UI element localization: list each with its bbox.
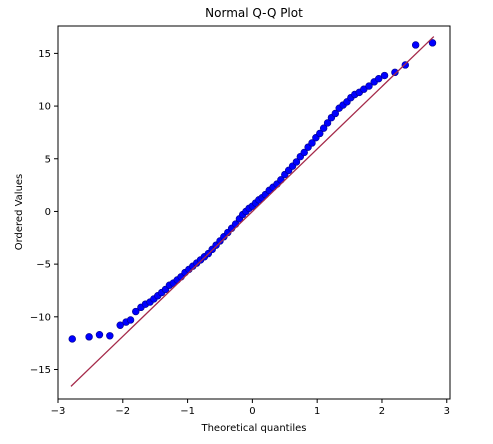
data-point	[308, 139, 316, 147]
data-point	[68, 335, 76, 343]
data-point	[428, 39, 437, 47]
x-tick-label: −2	[115, 406, 130, 417]
data-point	[126, 316, 135, 324]
data-point	[316, 129, 324, 138]
data-point	[292, 158, 301, 166]
x-tick-label: 1	[314, 406, 320, 417]
y-tick-label: −15	[30, 365, 51, 376]
data-point	[323, 119, 332, 127]
y-tick-label: 15	[38, 49, 51, 60]
data-point	[375, 74, 383, 83]
data-point	[132, 307, 140, 316]
data-point	[95, 331, 104, 339]
data-point	[365, 82, 373, 90]
x-tick-label: −1	[180, 406, 195, 417]
data-point	[411, 41, 420, 49]
data-point	[106, 332, 114, 340]
x-axis-label: Theoretical quantiles	[200, 423, 306, 434]
x-tick-label: 0	[249, 406, 255, 417]
y-tick-label: 0	[45, 207, 51, 218]
chart-title: Normal Q-Q Plot	[205, 6, 303, 20]
data-point	[331, 109, 340, 118]
data-point	[116, 321, 124, 329]
y-axis-label: Ordered Values	[14, 174, 25, 251]
plot-area-frame	[57, 25, 451, 400]
data-point	[391, 68, 399, 77]
x-tick-label: 2	[379, 406, 385, 417]
data-point	[319, 124, 328, 132]
data-point	[300, 148, 308, 157]
data-point	[85, 333, 93, 341]
y-axis: −15 −10 −5 0 5 10 15	[30, 49, 58, 376]
x-tick-label: 3	[444, 406, 450, 417]
data-points	[68, 39, 437, 343]
y-tick-label: −5	[36, 260, 51, 271]
fit-line	[70, 36, 435, 387]
x-tick-label: −3	[51, 406, 66, 417]
y-tick-label: −10	[30, 312, 51, 323]
y-tick-label: 10	[38, 102, 51, 113]
data-point	[380, 71, 389, 80]
x-axis: −3 −2 −1 0 1 2 3	[51, 399, 450, 417]
y-tick-label: 5	[45, 154, 51, 165]
